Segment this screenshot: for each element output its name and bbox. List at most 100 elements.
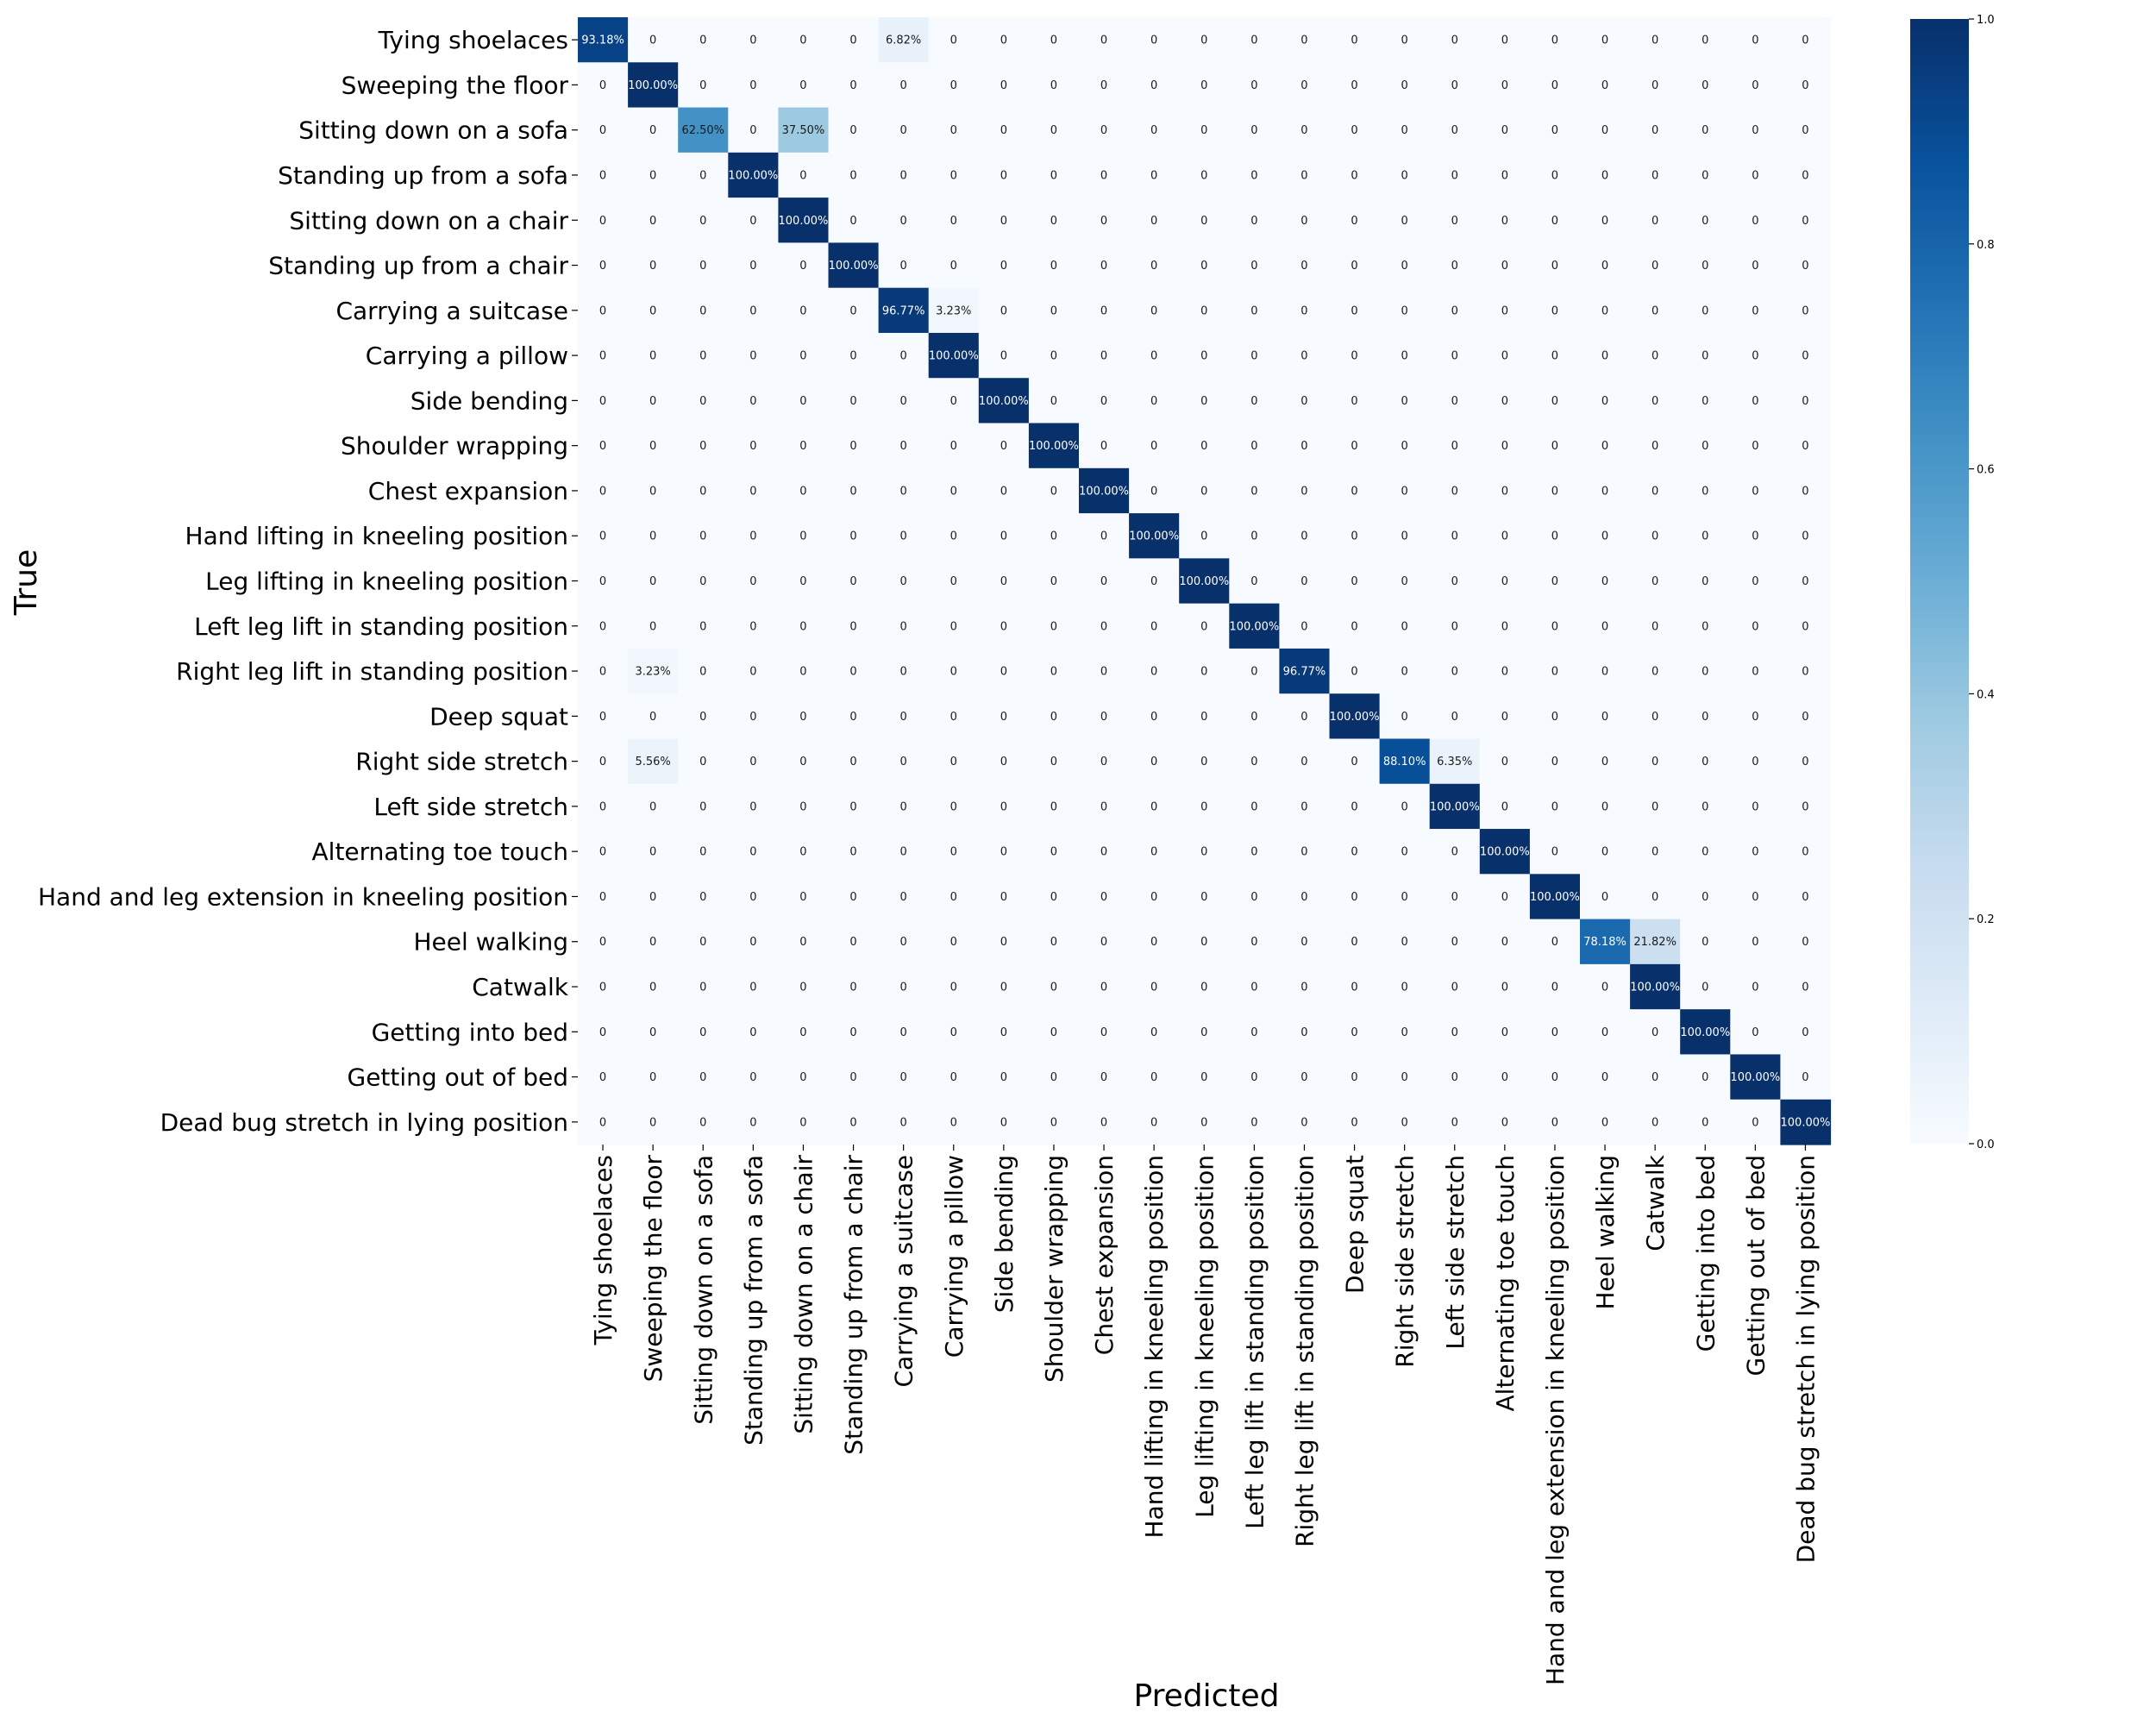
cell-value-label: 0 — [950, 1026, 957, 1039]
heatmap-cell — [1129, 467, 1180, 514]
heatmap-cell — [778, 648, 830, 694]
x-tick-label: Getting into bed — [1691, 1155, 1720, 1352]
heatmap-cell — [1129, 1099, 1180, 1145]
cell-value-label: 0 — [1451, 395, 1458, 408]
heatmap-cell — [1479, 1099, 1531, 1145]
cell-value-label: 0 — [1200, 34, 1207, 47]
cell-value-label: 0 — [1150, 79, 1157, 92]
heatmap-cell — [1379, 423, 1431, 469]
heatmap-cell — [778, 287, 830, 334]
cell-value-label: 0 — [1702, 1071, 1708, 1084]
heatmap-cell — [828, 603, 880, 649]
cell-value-label: 0 — [1651, 79, 1658, 92]
cell-value-label: 0 — [1200, 936, 1207, 949]
heatmap-cell — [1580, 198, 1631, 243]
cell-value-label: 0 — [599, 620, 606, 633]
cell-value-label: 0 — [1250, 124, 1257, 137]
cell-value-label: 0 — [1050, 79, 1057, 92]
heatmap-cell — [628, 198, 679, 243]
cell-value-label: 0 — [1551, 530, 1558, 543]
cell-value-label: 0 — [599, 215, 606, 228]
heatmap-cell — [1028, 693, 1080, 740]
cell-value-label: 0 — [1300, 485, 1307, 498]
cell-value-label: 0 — [1551, 800, 1558, 813]
heatmap-cell — [628, 152, 679, 198]
cell-value-label: 100.00% — [929, 350, 979, 363]
cell-value-label: 0 — [950, 79, 957, 92]
cell-value-label: 0 — [1150, 124, 1157, 137]
cell-value-label: 0 — [1501, 756, 1508, 768]
cell-value-label: 0 — [1752, 620, 1758, 633]
heatmap-cell — [1680, 467, 1731, 514]
heatmap-cell — [1529, 874, 1581, 920]
cell-value-label: 0 — [1802, 169, 1808, 182]
heatmap-cell — [878, 738, 930, 785]
x-tick-label: Sitting down on a chair — [789, 1155, 818, 1434]
heatmap-cell — [828, 738, 880, 785]
cell-value-label: 0 — [1100, 982, 1107, 994]
heatmap-cell — [1580, 648, 1631, 694]
cell-value-label: 0 — [699, 395, 706, 408]
cell-value-label: 0 — [649, 846, 656, 859]
cell-value-label: 0 — [950, 1071, 957, 1084]
heatmap-cell — [1580, 62, 1631, 109]
heatmap-cell — [1329, 242, 1381, 289]
heatmap-cell — [1229, 378, 1280, 424]
cell-value-label: 0 — [1300, 169, 1307, 182]
heatmap-cell — [728, 693, 779, 740]
cell-value-label: 0 — [1100, 846, 1107, 859]
heatmap-cell — [1329, 603, 1381, 649]
cell-value-label: 0 — [1300, 260, 1307, 273]
heatmap-cell — [928, 107, 980, 154]
heatmap-cell — [628, 242, 679, 289]
cell-value-label: 0 — [749, 440, 756, 453]
cell-value-label: 0 — [799, 575, 806, 588]
cell-value-label: 0 — [1601, 485, 1608, 498]
heatmap-cell — [678, 963, 729, 1010]
cell-value-label: 0 — [1651, 124, 1658, 137]
heatmap-cell — [828, 1009, 880, 1056]
heatmap-cell — [1730, 152, 1781, 198]
cell-value-label: 0 — [699, 711, 706, 724]
heatmap-cell — [1429, 829, 1481, 875]
cell-value-label: 0 — [1050, 1071, 1057, 1084]
cell-value-label: 0 — [799, 79, 806, 92]
heatmap-cell — [1329, 1054, 1381, 1101]
cell-value-label: 0 — [1651, 304, 1658, 317]
cell-value-label: 0 — [1200, 440, 1207, 453]
cell-value-label: 0 — [1401, 891, 1408, 904]
cell-value-label: 0 — [749, 891, 756, 904]
cell-value-label: 0 — [1000, 891, 1007, 904]
heatmap-cell — [728, 17, 779, 63]
heatmap-cell — [1680, 198, 1731, 243]
cell-value-label: 0 — [950, 124, 957, 137]
cell-value-label: 0 — [849, 936, 856, 949]
heatmap-cell — [828, 17, 880, 63]
heatmap-cell — [928, 738, 980, 785]
cell-value-label: 0 — [1351, 79, 1357, 92]
cell-value-label: 0 — [1702, 124, 1708, 137]
heatmap-cell — [1630, 17, 1681, 63]
cell-value-label: 0 — [1752, 395, 1758, 408]
heatmap-cell — [1179, 919, 1230, 965]
cell-value-label: 0 — [749, 800, 756, 813]
heatmap-cell — [1580, 107, 1631, 154]
heatmap-cell — [1630, 693, 1681, 740]
cell-value-label: 0 — [1752, 891, 1758, 904]
cell-value-label: 0 — [1752, 711, 1758, 724]
cell-value-label: 0 — [900, 936, 907, 949]
heatmap-cell — [1079, 332, 1130, 379]
cell-value-label: 0 — [1601, 304, 1608, 317]
cell-value-label: 0 — [1200, 711, 1207, 724]
cell-value-label: 0 — [1601, 169, 1608, 182]
cell-value-label: 0 — [1300, 395, 1307, 408]
cell-value-label: 0 — [699, 666, 706, 679]
heatmap-cell — [578, 693, 629, 740]
heatmap-cell — [1630, 829, 1681, 875]
cell-value-label: 0 — [749, 530, 756, 543]
heatmap-cell — [1580, 332, 1631, 379]
heatmap-cell — [578, 513, 629, 559]
heatmap-cell — [1129, 242, 1180, 289]
cell-value-label: 0 — [1200, 395, 1207, 408]
heatmap-cell — [1429, 198, 1481, 243]
